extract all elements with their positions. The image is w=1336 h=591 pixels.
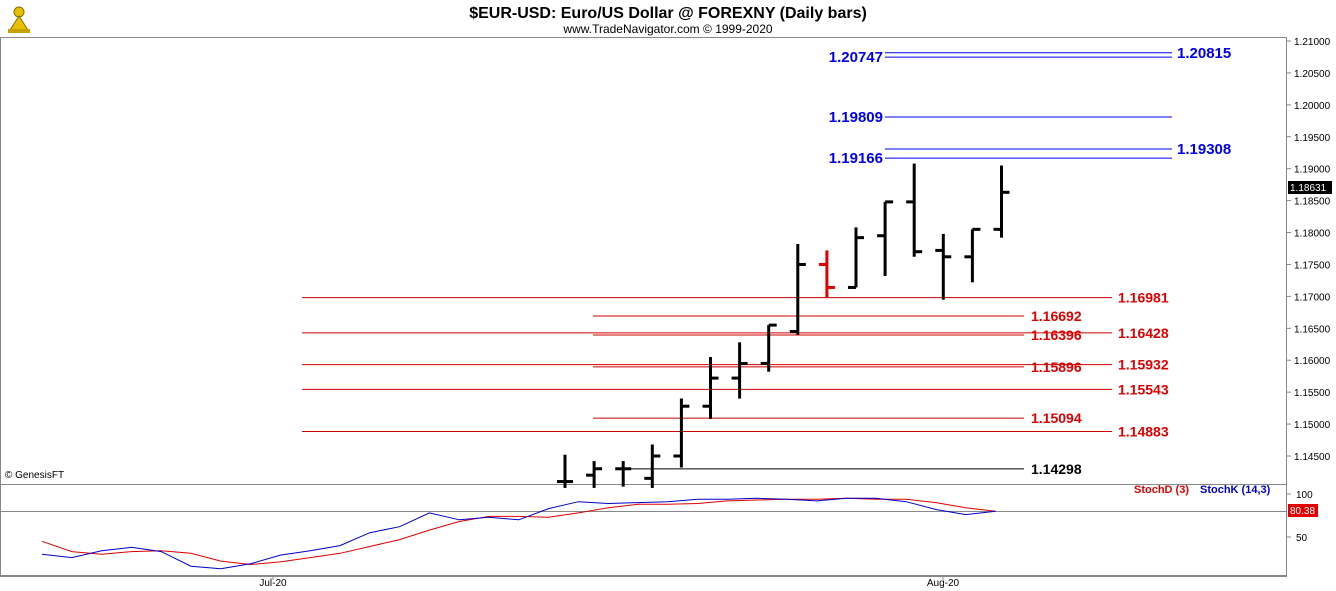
ohlc-bar	[615, 461, 632, 487]
chart-title: $EUR-USD: Euro/US Dollar @ FOREXNY (Dail…	[469, 5, 867, 22]
ohlc-bar	[557, 454, 573, 488]
ohlc-bar	[906, 163, 923, 257]
level-label: 1.14883	[1118, 424, 1169, 440]
legend-stochk: StochK (14,3)	[1200, 484, 1271, 496]
level-label: 1.15543	[1118, 381, 1169, 397]
stoch-last-box: 80.38	[1288, 504, 1318, 517]
plot-frame	[0, 37, 1287, 576]
level-label: 1.15896	[1031, 359, 1082, 375]
chart-subtitle: www.TradeNavigator.com © 1999-2020	[562, 22, 772, 36]
ohlc-bar	[731, 342, 748, 399]
price-tick-label: 1.19500	[1294, 133, 1331, 144]
price-tick-label: 1.21000	[1294, 37, 1331, 48]
level-label: 1.19166	[829, 150, 883, 167]
level-label: 1.19809	[829, 109, 883, 126]
price-tick-label: 1.18500	[1294, 197, 1331, 208]
stoch-lines	[41, 497, 996, 570]
level-label: 1.16396	[1031, 327, 1082, 343]
price-tick-label: 1.18000	[1294, 229, 1331, 240]
price-tick-label: 1.20000	[1294, 101, 1331, 112]
ohlc-bar	[848, 227, 864, 289]
level-label: 1.16692	[1031, 308, 1082, 324]
price-axis: 1.21000 1.20500 1.20000 1.19500 1.19000 1.185…	[1286, 37, 1331, 463]
ohlc-bar	[789, 244, 806, 335]
date-axis: Jul-20 Aug-20	[259, 576, 960, 589]
copyright-label: © GenesisFT	[5, 470, 64, 481]
price-tick-label: 1.19000	[1294, 165, 1331, 176]
ohlc-bar	[586, 461, 603, 488]
price-tick-label: 1.20500	[1294, 69, 1331, 80]
last-price-label: 1.18631	[1290, 183, 1327, 194]
stoch-tick-label: 50	[1296, 533, 1308, 544]
level-label: 1.19308	[1177, 141, 1231, 158]
ohlc-bar	[673, 398, 690, 468]
logo-icon	[4, 3, 34, 35]
price-tick-label: 1.17500	[1294, 260, 1331, 271]
stoch-tick-label: 100	[1296, 490, 1313, 501]
level-label: 1.20747	[829, 49, 883, 66]
ohlc-bar	[760, 323, 777, 372]
level-label: 1.20815	[1177, 45, 1231, 62]
level-label: 1.16428	[1118, 325, 1169, 341]
price-tick-label: 1.15000	[1294, 420, 1331, 431]
price-tick-label: 1.17000	[1294, 292, 1331, 303]
ohlc-bar	[818, 250, 835, 298]
date-tick-label: Jul-20	[259, 578, 287, 589]
ohlc-bar	[993, 165, 1010, 238]
level-label: 1.14298	[1031, 461, 1082, 477]
date-tick-label: Aug-20	[927, 578, 960, 589]
price-tick-label: 1.16500	[1294, 324, 1331, 335]
ohlc-bar	[877, 200, 894, 276]
price-levels: 1.20747 1.20815 1.19809 1.19308 1.19166 1.169…	[302, 45, 1231, 477]
ohlc-bar	[964, 227, 981, 283]
last-price-box: 1.18631	[1288, 181, 1332, 194]
ohlc-bar	[935, 233, 952, 300]
stochd-line	[41, 497, 996, 566]
price-tick-label: 1.15500	[1294, 388, 1331, 399]
level-label: 1.15094	[1031, 410, 1082, 426]
legend-stochd: StochD (3)	[1134, 484, 1189, 496]
ohlc-bar	[702, 357, 719, 419]
price-bars	[557, 163, 1010, 488]
stoch-last-label: 80.38	[1290, 506, 1315, 517]
stochk-line	[41, 497, 996, 570]
ohlc-bar	[644, 444, 661, 488]
price-tick-label: 1.14500	[1294, 452, 1331, 463]
level-label: 1.16981	[1118, 290, 1169, 306]
price-tick-label: 1.16000	[1294, 356, 1331, 367]
stoch-axis: 100 50	[1286, 490, 1313, 544]
level-label: 1.15932	[1118, 357, 1169, 373]
